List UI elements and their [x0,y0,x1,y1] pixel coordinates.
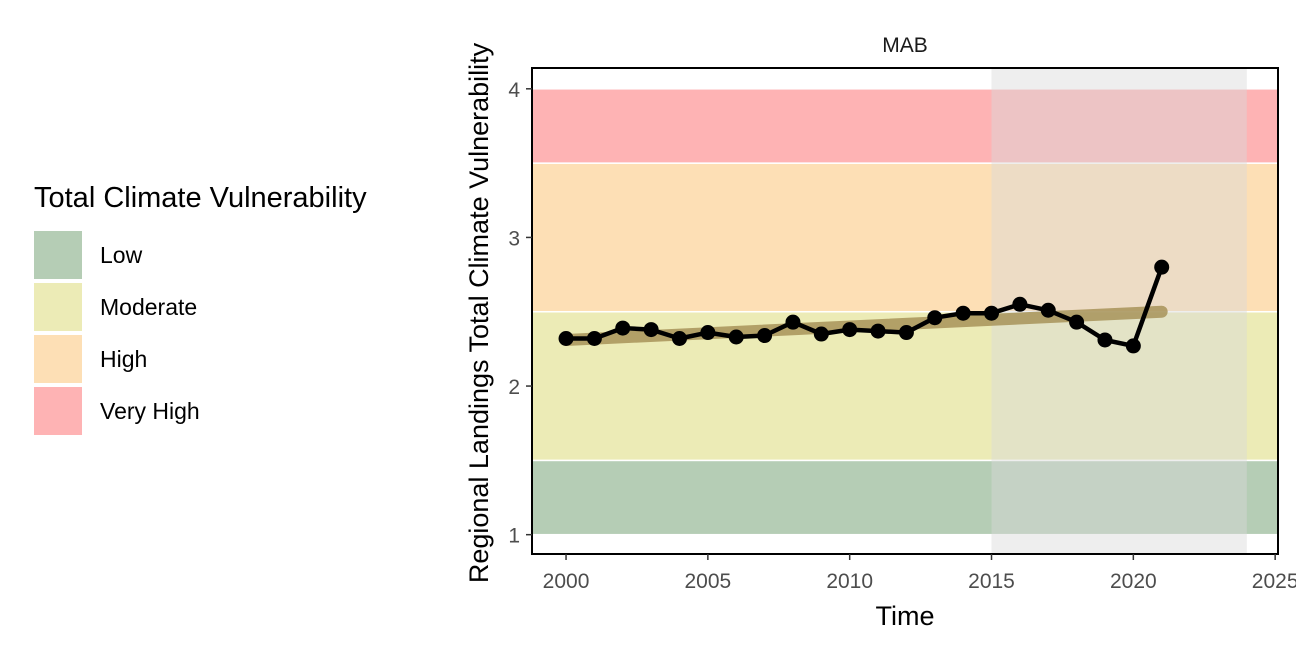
x-axis-title: Time [876,601,935,631]
legend-item-moderate: Moderate [34,281,367,333]
vulnerability-bands [531,88,1279,536]
data-point-2004 [671,330,687,346]
legend-key-high [34,335,82,383]
legend-key-low [34,231,82,279]
data-point-2016 [1012,296,1028,312]
series-line [566,266,1164,349]
data-point-2015 [984,305,1000,321]
data-point-2000 [558,330,574,346]
x-tick-label: 2005 [685,570,732,593]
y-tick-label: 3 [508,227,520,250]
data-point-2019 [1097,332,1113,348]
legend: Total Climate Vulnerability Low Moderate… [34,182,367,437]
x-axis: 2000 2005 2010 2015 2020 2025 [543,554,1296,593]
data-point-2002 [615,320,631,336]
data-point-2018 [1069,314,1085,330]
legend-item-very-high: Very High [34,385,367,437]
legend-title: Total Climate Vulnerability [34,182,367,214]
y-tick-label: 1 [508,525,520,548]
x-tick-label: 2020 [1110,570,1157,593]
data-point-2013 [927,310,943,326]
data-point-2007 [757,328,773,344]
x-tick-label: 2015 [968,570,1015,593]
data-point-2014 [955,305,971,321]
y-tick-label: 2 [508,376,520,399]
data-point-2021 [1154,259,1170,275]
data-point-2005 [700,325,716,341]
x-tick-label: 2000 [543,570,590,593]
y-tick-label: 4 [508,79,520,102]
data-point-2010 [842,322,858,338]
data-point-2017 [1040,302,1056,318]
legend-key-very-high [34,387,82,435]
band-low [531,459,1279,536]
data-point-2009 [813,326,829,342]
band-very-high [531,88,1279,164]
x-tick-label: 2025 [1252,570,1296,593]
y-axis: 1 2 3 4 [508,79,532,548]
data-point-2006 [728,329,744,345]
data-series [558,259,1170,354]
data-point-2003 [643,322,659,338]
plot-border [531,67,1279,555]
legend-item-low: Low [34,229,367,281]
data-point-2011 [870,323,886,339]
panel-frame [531,67,1279,555]
data-point-2020 [1125,338,1141,354]
legend-label-high: High [100,345,148,372]
legend-key-moderate [34,283,82,331]
y-axis-title: Regional Landings Total Climate Vulnerab… [464,42,494,583]
x-tick-label: 2010 [826,570,873,593]
legend-label-moderate: Moderate [100,293,198,320]
facet-title: MAB [882,34,928,57]
legend-item-high: High [34,333,367,385]
data-point-2008 [785,314,801,330]
legend-label-low: Low [100,241,143,268]
data-point-2001 [586,330,602,346]
legend-label-very-high: Very High [100,397,200,424]
data-point-2012 [898,325,914,341]
